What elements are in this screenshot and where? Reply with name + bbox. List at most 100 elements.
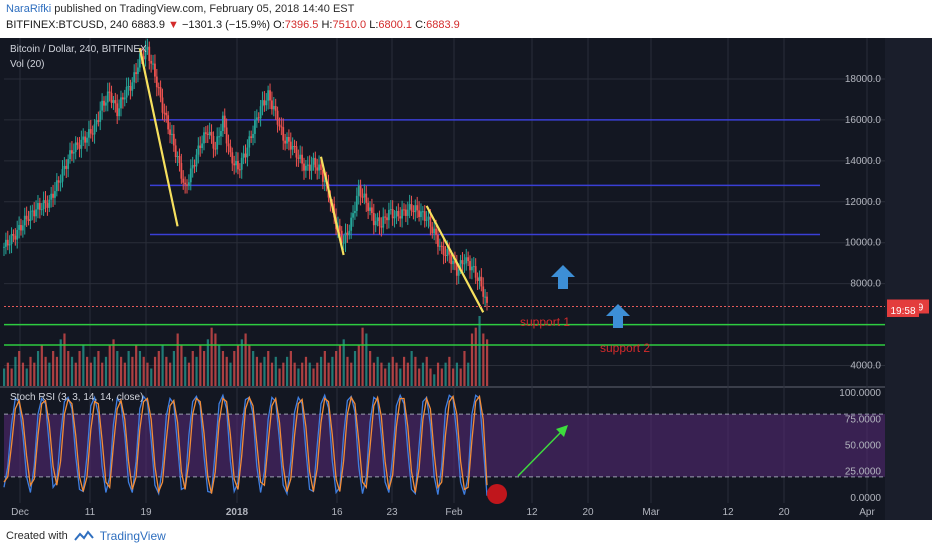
candle-body (316, 167, 319, 171)
volume-bar (365, 333, 368, 386)
volume-bar (6, 362, 9, 386)
candle-body (10, 234, 13, 245)
candle-body (386, 217, 388, 221)
x-tick-label: 12 (526, 507, 538, 518)
candle-body (469, 261, 471, 271)
candle-body (199, 145, 202, 148)
volume-bar (255, 356, 259, 386)
candle-body (137, 67, 139, 75)
volume-bar (21, 362, 25, 386)
candle-body (25, 215, 28, 220)
author-link[interactable]: NaraRifki (6, 3, 52, 15)
volume-bar (127, 351, 130, 386)
low-value: 6800.1 (378, 19, 413, 31)
y-tick-label: 4000.0 (850, 361, 881, 372)
volume-bar (482, 333, 485, 386)
candle-body (404, 209, 407, 216)
candle-body (176, 156, 179, 158)
candle-body (12, 234, 15, 236)
candle-body (306, 164, 309, 166)
volume-bar (218, 345, 221, 386)
candle-body (414, 205, 417, 213)
candle-body (91, 133, 94, 135)
support-1-label: support 1 (520, 315, 570, 329)
candle-body (237, 160, 239, 170)
candle-body (114, 100, 117, 104)
candle-body (208, 131, 211, 135)
candle-body (467, 257, 470, 262)
candle-body (286, 136, 288, 144)
candle-body (452, 260, 454, 265)
candle-body (372, 212, 375, 226)
candle-body (346, 232, 349, 236)
volume-bar (308, 362, 311, 386)
candle-body (359, 185, 362, 197)
candle-body (240, 157, 243, 170)
open-label: O: (273, 19, 285, 31)
volume-bar (221, 351, 225, 386)
y-tick-label: 18000.0 (845, 74, 882, 85)
x-tick-label: Dec (11, 507, 29, 518)
candle-body (221, 115, 224, 131)
candle-body (54, 191, 56, 198)
tradingview-logo-icon (73, 530, 94, 541)
candle-body (131, 82, 134, 91)
x-tick-label: 20 (582, 507, 594, 518)
candle-body (442, 246, 445, 256)
volume-bar (25, 368, 28, 386)
close-value: 6883.9 (426, 19, 460, 31)
tradingview-brand[interactable]: TradingView (99, 529, 166, 543)
candle-body (321, 169, 324, 182)
candle-body (320, 164, 322, 170)
volume-bar (78, 351, 81, 386)
candle-body (418, 210, 420, 218)
x-tick-label: 19 (140, 507, 152, 518)
volume-bar (40, 345, 43, 386)
candle-body (457, 269, 460, 276)
candle-body (189, 168, 192, 183)
volume-bar (10, 368, 13, 386)
candle-body (155, 76, 158, 88)
candle-body (399, 216, 402, 219)
candle-body (233, 163, 236, 166)
candle-body (4, 239, 7, 247)
close-label: C: (415, 19, 427, 31)
candle-body (282, 127, 285, 141)
volume-bar (380, 362, 383, 386)
candle-body (187, 182, 190, 186)
candle-body (67, 159, 70, 169)
candle-body (269, 90, 271, 101)
volume-bar (252, 351, 255, 386)
volume-bar (142, 356, 145, 386)
candle-body (314, 157, 317, 168)
volume-bar (146, 362, 149, 386)
y-tick-label: 8000.0 (850, 279, 881, 290)
candle-body (423, 211, 426, 221)
candle-body (340, 230, 343, 244)
candle-body (267, 90, 270, 101)
candle-body (3, 246, 5, 248)
candle-body (437, 234, 439, 247)
candle-body (27, 219, 30, 221)
candle-body (342, 242, 345, 244)
volume-bar (319, 356, 323, 386)
candle-body (63, 165, 66, 170)
candle-body (120, 97, 122, 109)
candle-body (182, 178, 185, 183)
candle-body (425, 219, 428, 221)
candle-body (106, 91, 109, 103)
volume-bar (184, 356, 187, 386)
candle-body (252, 133, 254, 138)
volume-bar (350, 362, 353, 386)
volume-bar (376, 356, 379, 386)
volume-bar (169, 362, 172, 386)
candle-body (444, 255, 447, 257)
candle-body (76, 142, 79, 145)
candle-body (440, 245, 443, 247)
volume-bar (180, 345, 183, 386)
candle-body (191, 165, 194, 169)
candle-body (180, 163, 183, 179)
up-arrow-icon (551, 265, 575, 289)
candle-body (371, 207, 373, 213)
